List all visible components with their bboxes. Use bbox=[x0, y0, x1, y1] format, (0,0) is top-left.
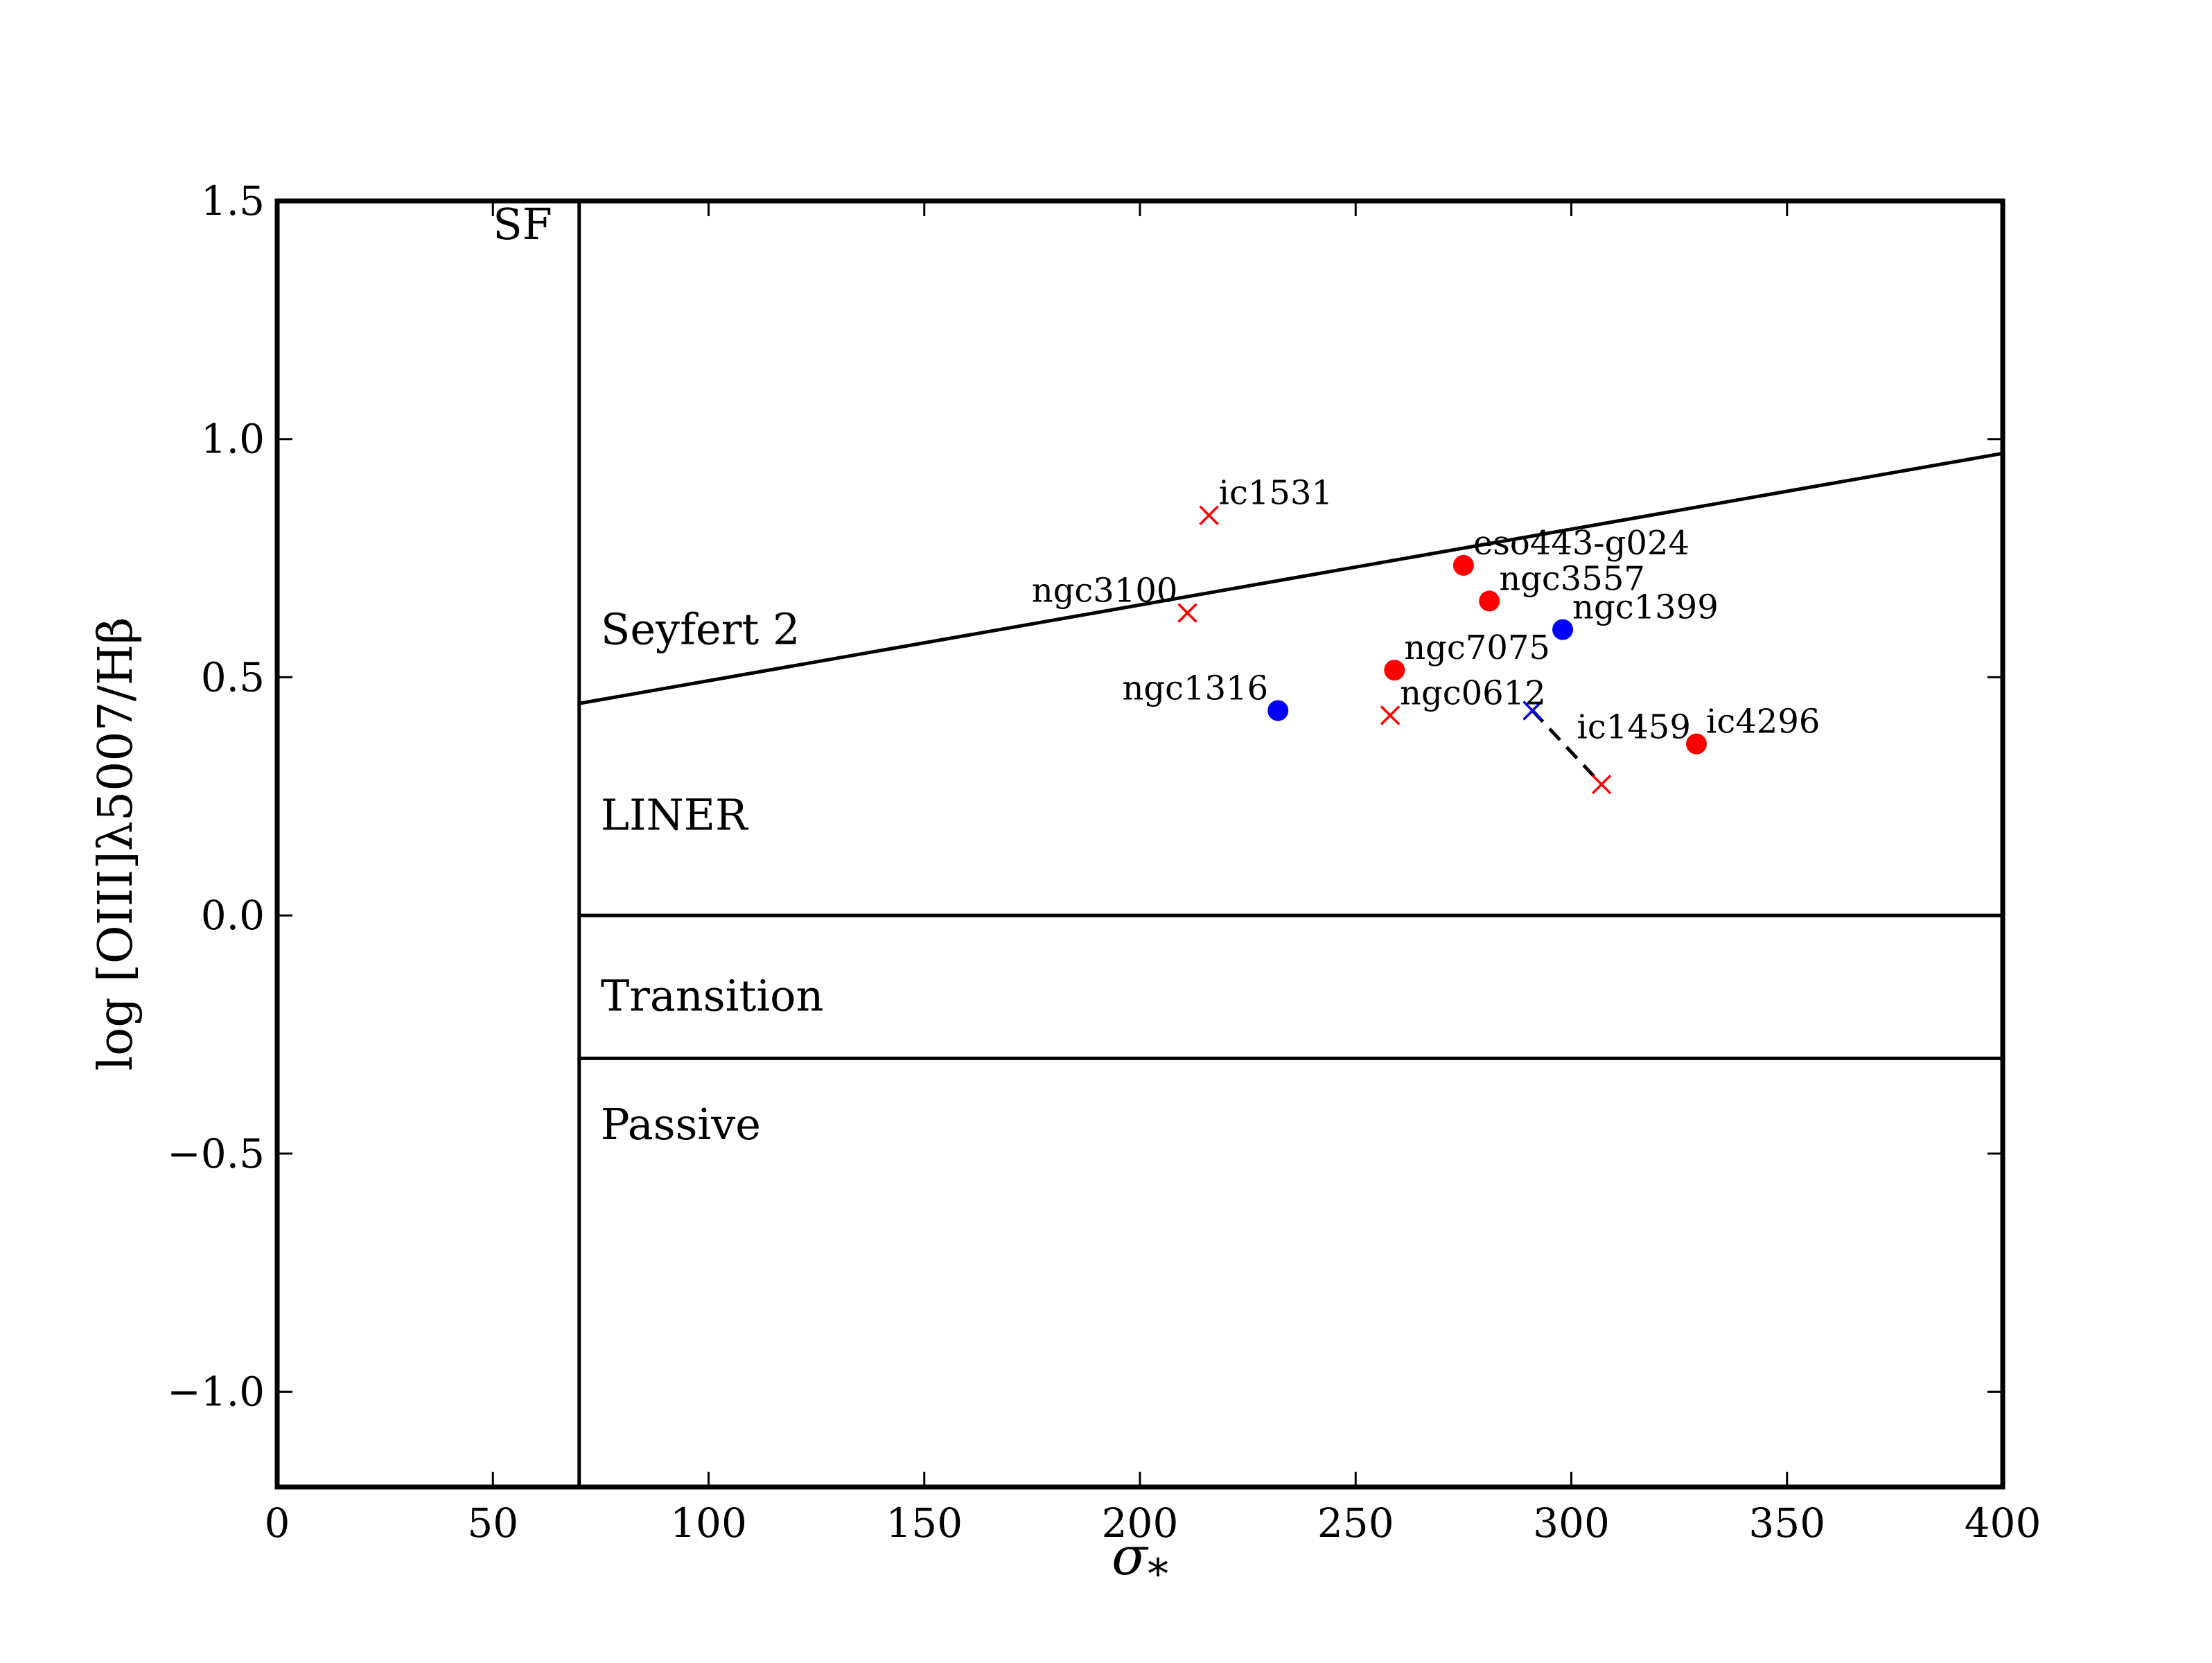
ic1459-connector-dashed-line bbox=[1531, 709, 1603, 786]
region-label-sf: SF bbox=[493, 199, 552, 249]
ic1531-marker bbox=[1199, 505, 1219, 525]
x-tick-labels: 0 50 100 150 200 250 300 350 400 bbox=[265, 1499, 2042, 1547]
y-tick-labels: −1.0 −0.5 0.0 0.5 1.0 1.5 bbox=[167, 177, 265, 1416]
ic4296-label: ic4296 bbox=[1706, 703, 1820, 741]
ngc1316-marker bbox=[1267, 700, 1289, 721]
x-axis-label: σ* bbox=[1112, 1525, 1168, 1599]
seyfert-liner-divider-line bbox=[579, 451, 2003, 705]
y-tick-label-0.5: 0.5 bbox=[201, 653, 265, 701]
point-9-marker-stroke-b bbox=[1591, 774, 1612, 795]
plot-frame bbox=[274, 198, 2005, 1490]
ngc3557-label: ngc3557 bbox=[1499, 559, 1645, 598]
ngc0612-marker bbox=[1380, 705, 1401, 725]
data-points bbox=[1177, 505, 1708, 795]
region-label-passive: Passive bbox=[601, 1099, 761, 1150]
ngc1399-label: ngc1399 bbox=[1572, 588, 1719, 627]
x-tick-label-100: 100 bbox=[670, 1499, 747, 1547]
ic1459-marker-stroke-b bbox=[1522, 701, 1543, 721]
x-tick-label-150: 150 bbox=[886, 1499, 963, 1547]
ngc7075-marker bbox=[1384, 660, 1405, 681]
x-tick-label-350: 350 bbox=[1748, 1499, 1825, 1547]
ngc7075-label: ngc7075 bbox=[1404, 628, 1550, 667]
ic1459-label: ic1459 bbox=[1577, 708, 1690, 747]
x-tick-label-400: 400 bbox=[1965, 1499, 2042, 1547]
ngc1316-label: ngc1316 bbox=[1123, 669, 1269, 708]
y-tick-label--0.5: −0.5 bbox=[167, 1130, 265, 1177]
y-axis-label: log [OIII]λ5007/Hβ bbox=[89, 617, 143, 1071]
x-tick-label-300: 300 bbox=[1533, 1499, 1610, 1547]
x-tick-label-50: 50 bbox=[467, 1499, 518, 1547]
y-tick-label-1.5: 1.5 bbox=[201, 177, 265, 225]
region-label-seyfert-2: Seyfert 2 bbox=[601, 604, 800, 654]
ic1531-label: ic1531 bbox=[1219, 474, 1333, 513]
region-label-liner: LINER bbox=[601, 789, 749, 840]
x-tick-label-0: 0 bbox=[265, 1499, 290, 1547]
y-tick-label--1: −1.0 bbox=[167, 1369, 265, 1416]
ngc3100-label: ngc3100 bbox=[1032, 572, 1178, 610]
ic1531-marker-stroke-b bbox=[1199, 505, 1219, 525]
axis-ticks bbox=[276, 200, 2004, 1487]
connector-layer bbox=[1531, 709, 1603, 786]
y-tick-label-0: 0.0 bbox=[201, 892, 265, 939]
point-9-marker bbox=[1591, 774, 1612, 795]
region-dividers bbox=[577, 201, 2003, 1487]
ngc0612-label: ngc0612 bbox=[1400, 674, 1546, 712]
eso443-g024-label: eso443-g024 bbox=[1473, 524, 1689, 563]
ngc3100-marker-stroke-b bbox=[1177, 603, 1197, 623]
ic1459-marker bbox=[1522, 701, 1543, 721]
x-tick-label-200: 200 bbox=[1102, 1499, 1179, 1547]
x-tick-label-250: 250 bbox=[1317, 1499, 1394, 1547]
ngc3557-marker bbox=[1479, 590, 1500, 612]
region-label-transition: Transition bbox=[601, 971, 824, 1021]
ngc3100-marker bbox=[1177, 603, 1197, 623]
eso443-g024-marker bbox=[1452, 554, 1474, 576]
y-tick-label-1: 1.0 bbox=[201, 416, 265, 463]
ngc1399-marker bbox=[1552, 619, 1574, 640]
ic4296-marker bbox=[1686, 733, 1708, 755]
region-labels: SF Seyfert 2 LINER Transition Passive bbox=[493, 199, 823, 1150]
ngc0612-marker-stroke-b bbox=[1380, 705, 1401, 725]
